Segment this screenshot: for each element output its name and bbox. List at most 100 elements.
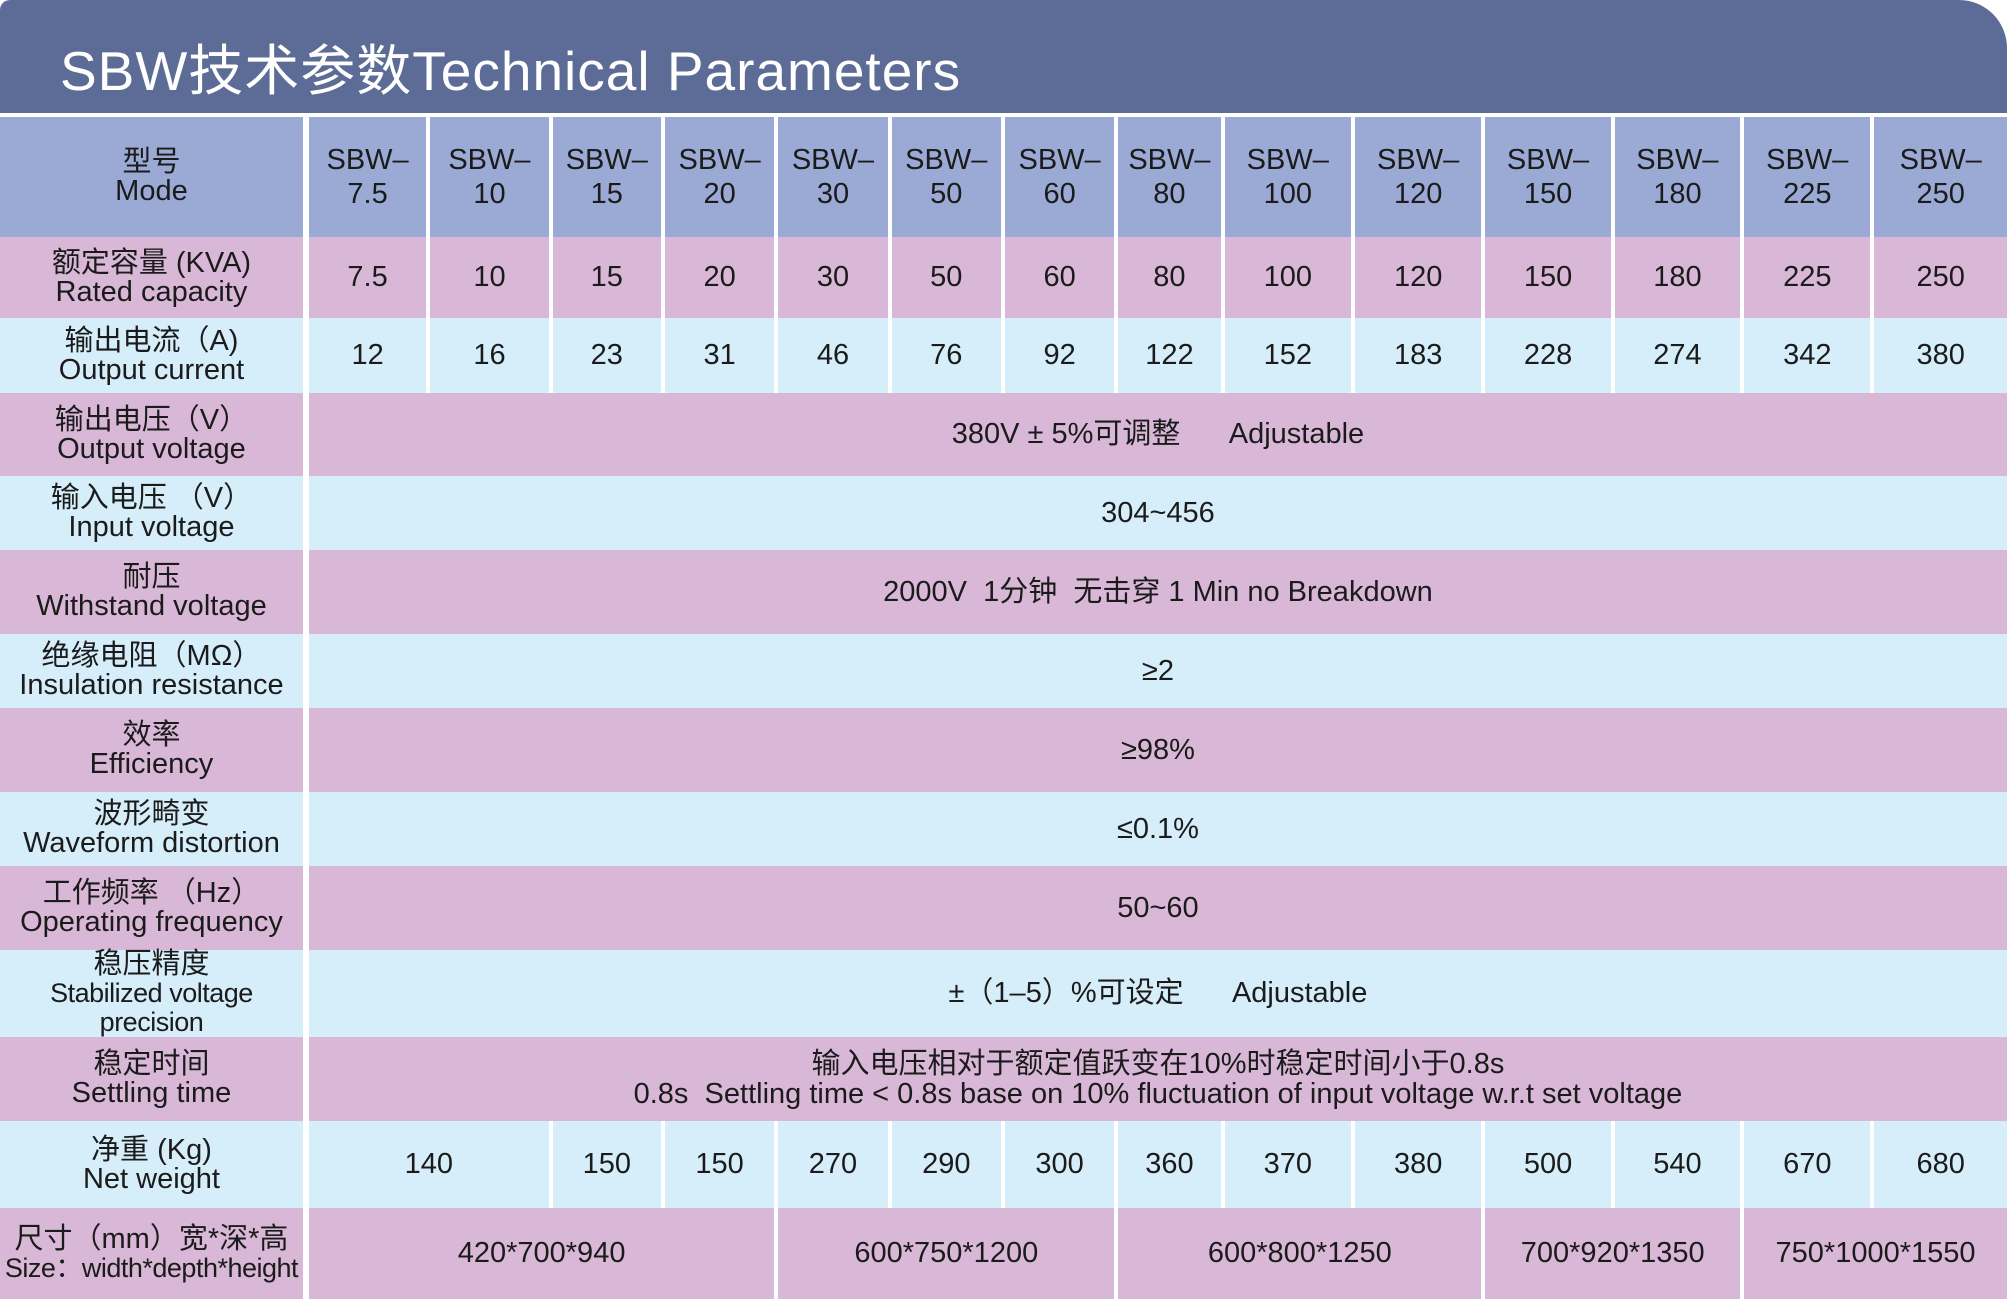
model-cell: SBW– 250: [1870, 117, 2007, 237]
operating-frequency-row: 工作频率 （Hz） Operating frequency 50~60: [0, 866, 2007, 950]
model-cell: SBW– 20: [660, 117, 779, 237]
table-cell: 140: [303, 1121, 553, 1208]
output-voltage-value: 380V ± 5%可调整 Adjustable: [303, 393, 2007, 476]
net-weight-row: 净重 (Kg) Net weight 140 150 150 270 290 3…: [0, 1121, 2007, 1208]
insulation-resistance-label: 绝缘电阻（MΩ） Insulation resistance: [0, 634, 309, 708]
size-row: 尺寸（mm）宽*深*高 Size：width*depth*height 420*…: [0, 1208, 2007, 1299]
model-cell: SBW– 15: [548, 117, 665, 237]
size-label: 尺寸（mm）宽*深*高 Size：width*depth*height: [0, 1208, 309, 1299]
table-cell: 15: [548, 237, 665, 318]
table-cell: 16: [426, 318, 553, 393]
waveform-distortion-value: ≤0.1%: [303, 792, 2007, 866]
settling-time-label: 稳定时间 Settling time: [0, 1037, 309, 1121]
table-cell: 700*920*1350: [1481, 1208, 1745, 1299]
table-cell: 46: [774, 318, 892, 393]
table-cell: 380: [1350, 1121, 1486, 1208]
waveform-distortion-label: 波形畸变 Waveform distortion: [0, 792, 309, 866]
model-cell: SBW– 10: [426, 117, 553, 237]
model-cell: SBW– 60: [1000, 117, 1119, 237]
output-current-row: 输出电流（A) Output current 12 16 23 31 46 76…: [0, 318, 2007, 393]
precision-row: 稳压精度 Stabilized voltage precision ±（1–5）…: [0, 950, 2007, 1037]
table-cell: 50: [887, 237, 1005, 318]
table-cell: 31: [660, 318, 779, 393]
table-cell: 600*800*1250: [1114, 1208, 1486, 1299]
withstand-voltage-row: 耐压 Withstand voltage 2000V 1分钟 无击穿 1 Min…: [0, 550, 2007, 634]
page-title: SBW技术参数Technical Parameters: [60, 40, 962, 102]
input-voltage-label: 输入电压 （V） Input voltage: [0, 476, 309, 550]
withstand-voltage-value: 2000V 1分钟 无击穿 1 Min no Breakdown: [303, 550, 2007, 634]
settling-time-row: 稳定时间 Settling time 输入电压相对于额定值跃变在10%时稳定时间…: [0, 1037, 2007, 1121]
precision-label: 稳压精度 Stabilized voltage precision: [0, 950, 309, 1037]
net-weight-label: 净重 (Kg) Net weight: [0, 1121, 309, 1208]
insulation-resistance-row: 绝缘电阻（MΩ） Insulation resistance ≥2: [0, 634, 2007, 708]
output-current-label: 输出电流（A) Output current: [0, 318, 309, 393]
table-cell: 420*700*940: [303, 1208, 779, 1299]
output-voltage-label: 输出电压（V） Output voltage: [0, 393, 309, 476]
mode-label: 型号 Mode: [0, 117, 309, 237]
table-cell: 228: [1481, 318, 1615, 393]
settling-time-value: 输入电压相对于额定值跃变在10%时稳定时间小于0.8s 0.8s Settlin…: [303, 1037, 2007, 1121]
efficiency-label: 效率 Efficiency: [0, 708, 309, 792]
table-cell: 183: [1350, 318, 1486, 393]
title-bar: SBW技术参数Technical Parameters: [0, 0, 2007, 113]
table-cell: 76: [887, 318, 1005, 393]
table-cell: 360: [1114, 1121, 1225, 1208]
table-cell: 20: [660, 237, 779, 318]
model-cell: SBW– 180: [1610, 117, 1745, 237]
model-cell: SBW– 50: [887, 117, 1005, 237]
model-cell: SBW– 30: [774, 117, 892, 237]
table-cell: 380: [1870, 318, 2007, 393]
table-cell: 274: [1610, 318, 1745, 393]
table-cell: 12: [303, 318, 431, 393]
table-cell: 750*1000*1550: [1740, 1208, 2007, 1299]
precision-value: ±（1–5）%可设定 Adjustable: [303, 950, 2007, 1037]
table-cell: 290: [887, 1121, 1005, 1208]
efficiency-row: 效率 Efficiency ≥98%: [0, 708, 2007, 792]
table-cell: 342: [1740, 318, 1875, 393]
table-cell: 30: [774, 237, 892, 318]
table-cell: 180: [1610, 237, 1745, 318]
input-voltage-value: 304~456: [303, 476, 2007, 550]
input-voltage-row: 输入电压 （V） Input voltage 304~456: [0, 476, 2007, 550]
table-cell: 370: [1220, 1121, 1355, 1208]
table-cell: 225: [1740, 237, 1875, 318]
parameters-table: 型号 Mode SBW– 7.5 SBW– 10 SBW– 15 SBW– 20 SBW…: [0, 117, 2007, 1299]
table-cell: 680: [1870, 1121, 2007, 1208]
table-cell: 7.5: [303, 237, 431, 318]
table-cell: 250: [1870, 237, 2007, 318]
rated-capacity-row: 额定容量 (KVA) Rated capacity 7.5 10 15 20 3…: [0, 237, 2007, 318]
model-cell: SBW– 7.5: [303, 117, 431, 237]
table-cell: 540: [1610, 1121, 1745, 1208]
rated-capacity-label: 额定容量 (KVA) Rated capacity: [0, 237, 309, 318]
table-cell: 600*750*1200: [774, 1208, 1119, 1299]
table-cell: 100: [1220, 237, 1355, 318]
table-cell: 500: [1481, 1121, 1615, 1208]
model-cell: SBW– 225: [1740, 117, 1875, 237]
model-cell: SBW– 80: [1114, 117, 1225, 237]
table-cell: 23: [548, 318, 665, 393]
table-cell: 92: [1000, 318, 1119, 393]
table-cell: 10: [426, 237, 553, 318]
table-cell: 122: [1114, 318, 1225, 393]
table-cell: 150: [660, 1121, 779, 1208]
table-cell: 120: [1350, 237, 1486, 318]
output-voltage-row: 输出电压（V） Output voltage 380V ± 5%可调整 Adju…: [0, 393, 2007, 476]
table-cell: 270: [774, 1121, 892, 1208]
model-cell: SBW– 150: [1481, 117, 1615, 237]
operating-frequency-label: 工作频率 （Hz） Operating frequency: [0, 866, 309, 950]
operating-frequency-value: 50~60: [303, 866, 2007, 950]
model-cell: SBW– 120: [1350, 117, 1486, 237]
table-cell: 60: [1000, 237, 1119, 318]
model-row: 型号 Mode SBW– 7.5 SBW– 10 SBW– 15 SBW– 20 SBW…: [0, 117, 2007, 237]
efficiency-value: ≥98%: [303, 708, 2007, 792]
waveform-distortion-row: 波形畸变 Waveform distortion ≤0.1%: [0, 792, 2007, 866]
table-cell: 150: [548, 1121, 665, 1208]
table-cell: 670: [1740, 1121, 1875, 1208]
table-cell: 80: [1114, 237, 1225, 318]
table-cell: 300: [1000, 1121, 1119, 1208]
insulation-resistance-value: ≥2: [303, 634, 2007, 708]
table-cell: 150: [1481, 237, 1615, 318]
table-cell: 152: [1220, 318, 1355, 393]
withstand-voltage-label: 耐压 Withstand voltage: [0, 550, 309, 634]
model-cell: SBW– 100: [1220, 117, 1355, 237]
